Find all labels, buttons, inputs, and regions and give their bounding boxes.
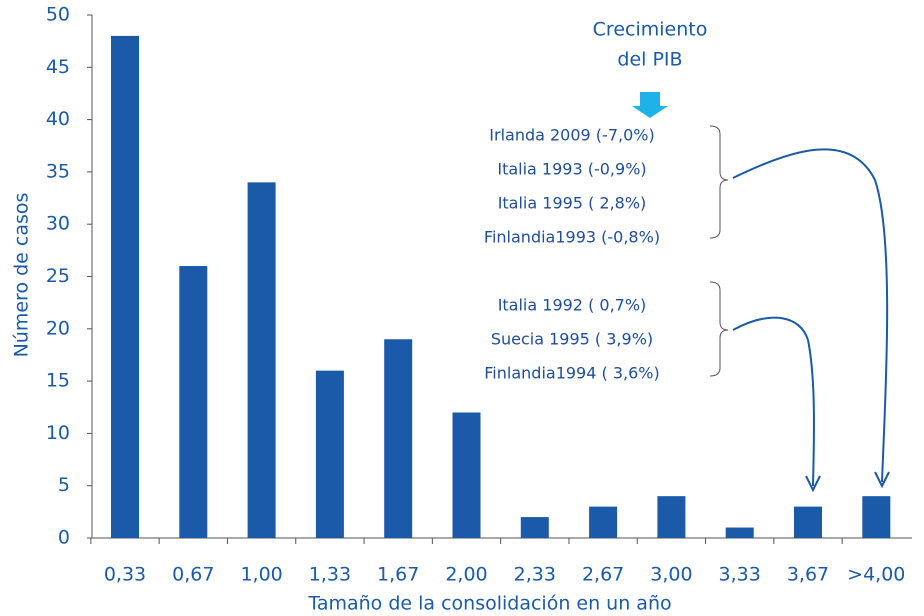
y-tick-label: 20 <box>46 317 70 339</box>
x-tick-label: 1,00 <box>240 564 282 586</box>
down-arrow <box>632 92 668 118</box>
y-tick-label: 10 <box>46 422 70 444</box>
bar <box>520 517 549 538</box>
x-tick-label: 3,00 <box>650 564 692 586</box>
x-tick-label: 3,33 <box>719 564 761 586</box>
x-tick-label: 1,67 <box>377 564 419 586</box>
annotation-label: Italia 1993 (-0,9%) <box>497 160 646 179</box>
annotation-label: Finlandia1993 (-0,8%) <box>484 228 660 247</box>
curved-arrow <box>732 316 815 487</box>
curved-arrow <box>732 148 889 483</box>
annotation-label: Finlandia1994 ( 3,6%) <box>484 364 659 383</box>
annotation-label: Italia 1992 ( 0,7%) <box>498 296 647 315</box>
y-tick-label: 45 <box>46 56 70 78</box>
bar <box>725 527 754 538</box>
y-tick-label: 25 <box>46 265 70 287</box>
annotation-header: del PIB <box>617 49 682 71</box>
bracket <box>709 125 729 239</box>
annotation-header: Crecimiento <box>593 19 708 41</box>
x-tick-label: >4,00 <box>847 564 905 586</box>
arrow-head <box>874 471 890 489</box>
arrow-head <box>805 475 821 493</box>
x-tick-label: 3,67 <box>787 564 829 586</box>
bar <box>589 506 618 538</box>
bar <box>247 182 276 539</box>
y-tick-label: 50 <box>46 4 70 26</box>
bar <box>315 370 344 538</box>
x-axis-title: Tamaño de la consolidación en un año <box>307 593 671 615</box>
y-tick-label: 0 <box>58 527 70 549</box>
annotation-label: Italia 1995 ( 2,8%) <box>498 194 647 213</box>
bar <box>384 339 413 538</box>
x-tick-label: 2,67 <box>582 564 624 586</box>
bar <box>179 266 208 538</box>
x-tick-label: 2,33 <box>514 564 556 586</box>
x-tick-label: 2,00 <box>445 564 487 586</box>
bar <box>657 496 686 538</box>
x-tick-label: 0,33 <box>104 564 146 586</box>
bar <box>452 412 481 538</box>
y-tick-label: 5 <box>58 474 70 496</box>
bracket <box>709 281 729 377</box>
y-tick-label: 15 <box>46 370 70 392</box>
y-tick-label: 30 <box>46 213 70 235</box>
bar <box>111 35 139 539</box>
y-tick-label: 35 <box>46 160 70 182</box>
y-axis-title: Número de casos <box>11 193 33 358</box>
annotation-label: Suecia 1995 ( 3,9%) <box>491 330 653 349</box>
annotation-label: Irlanda 2009 (-7,0%) <box>489 126 654 145</box>
x-tick-label: 1,33 <box>309 564 351 586</box>
y-tick-label: 40 <box>46 108 70 130</box>
x-tick-label: 0,67 <box>172 564 214 586</box>
bar <box>794 506 822 538</box>
bar <box>862 496 891 538</box>
